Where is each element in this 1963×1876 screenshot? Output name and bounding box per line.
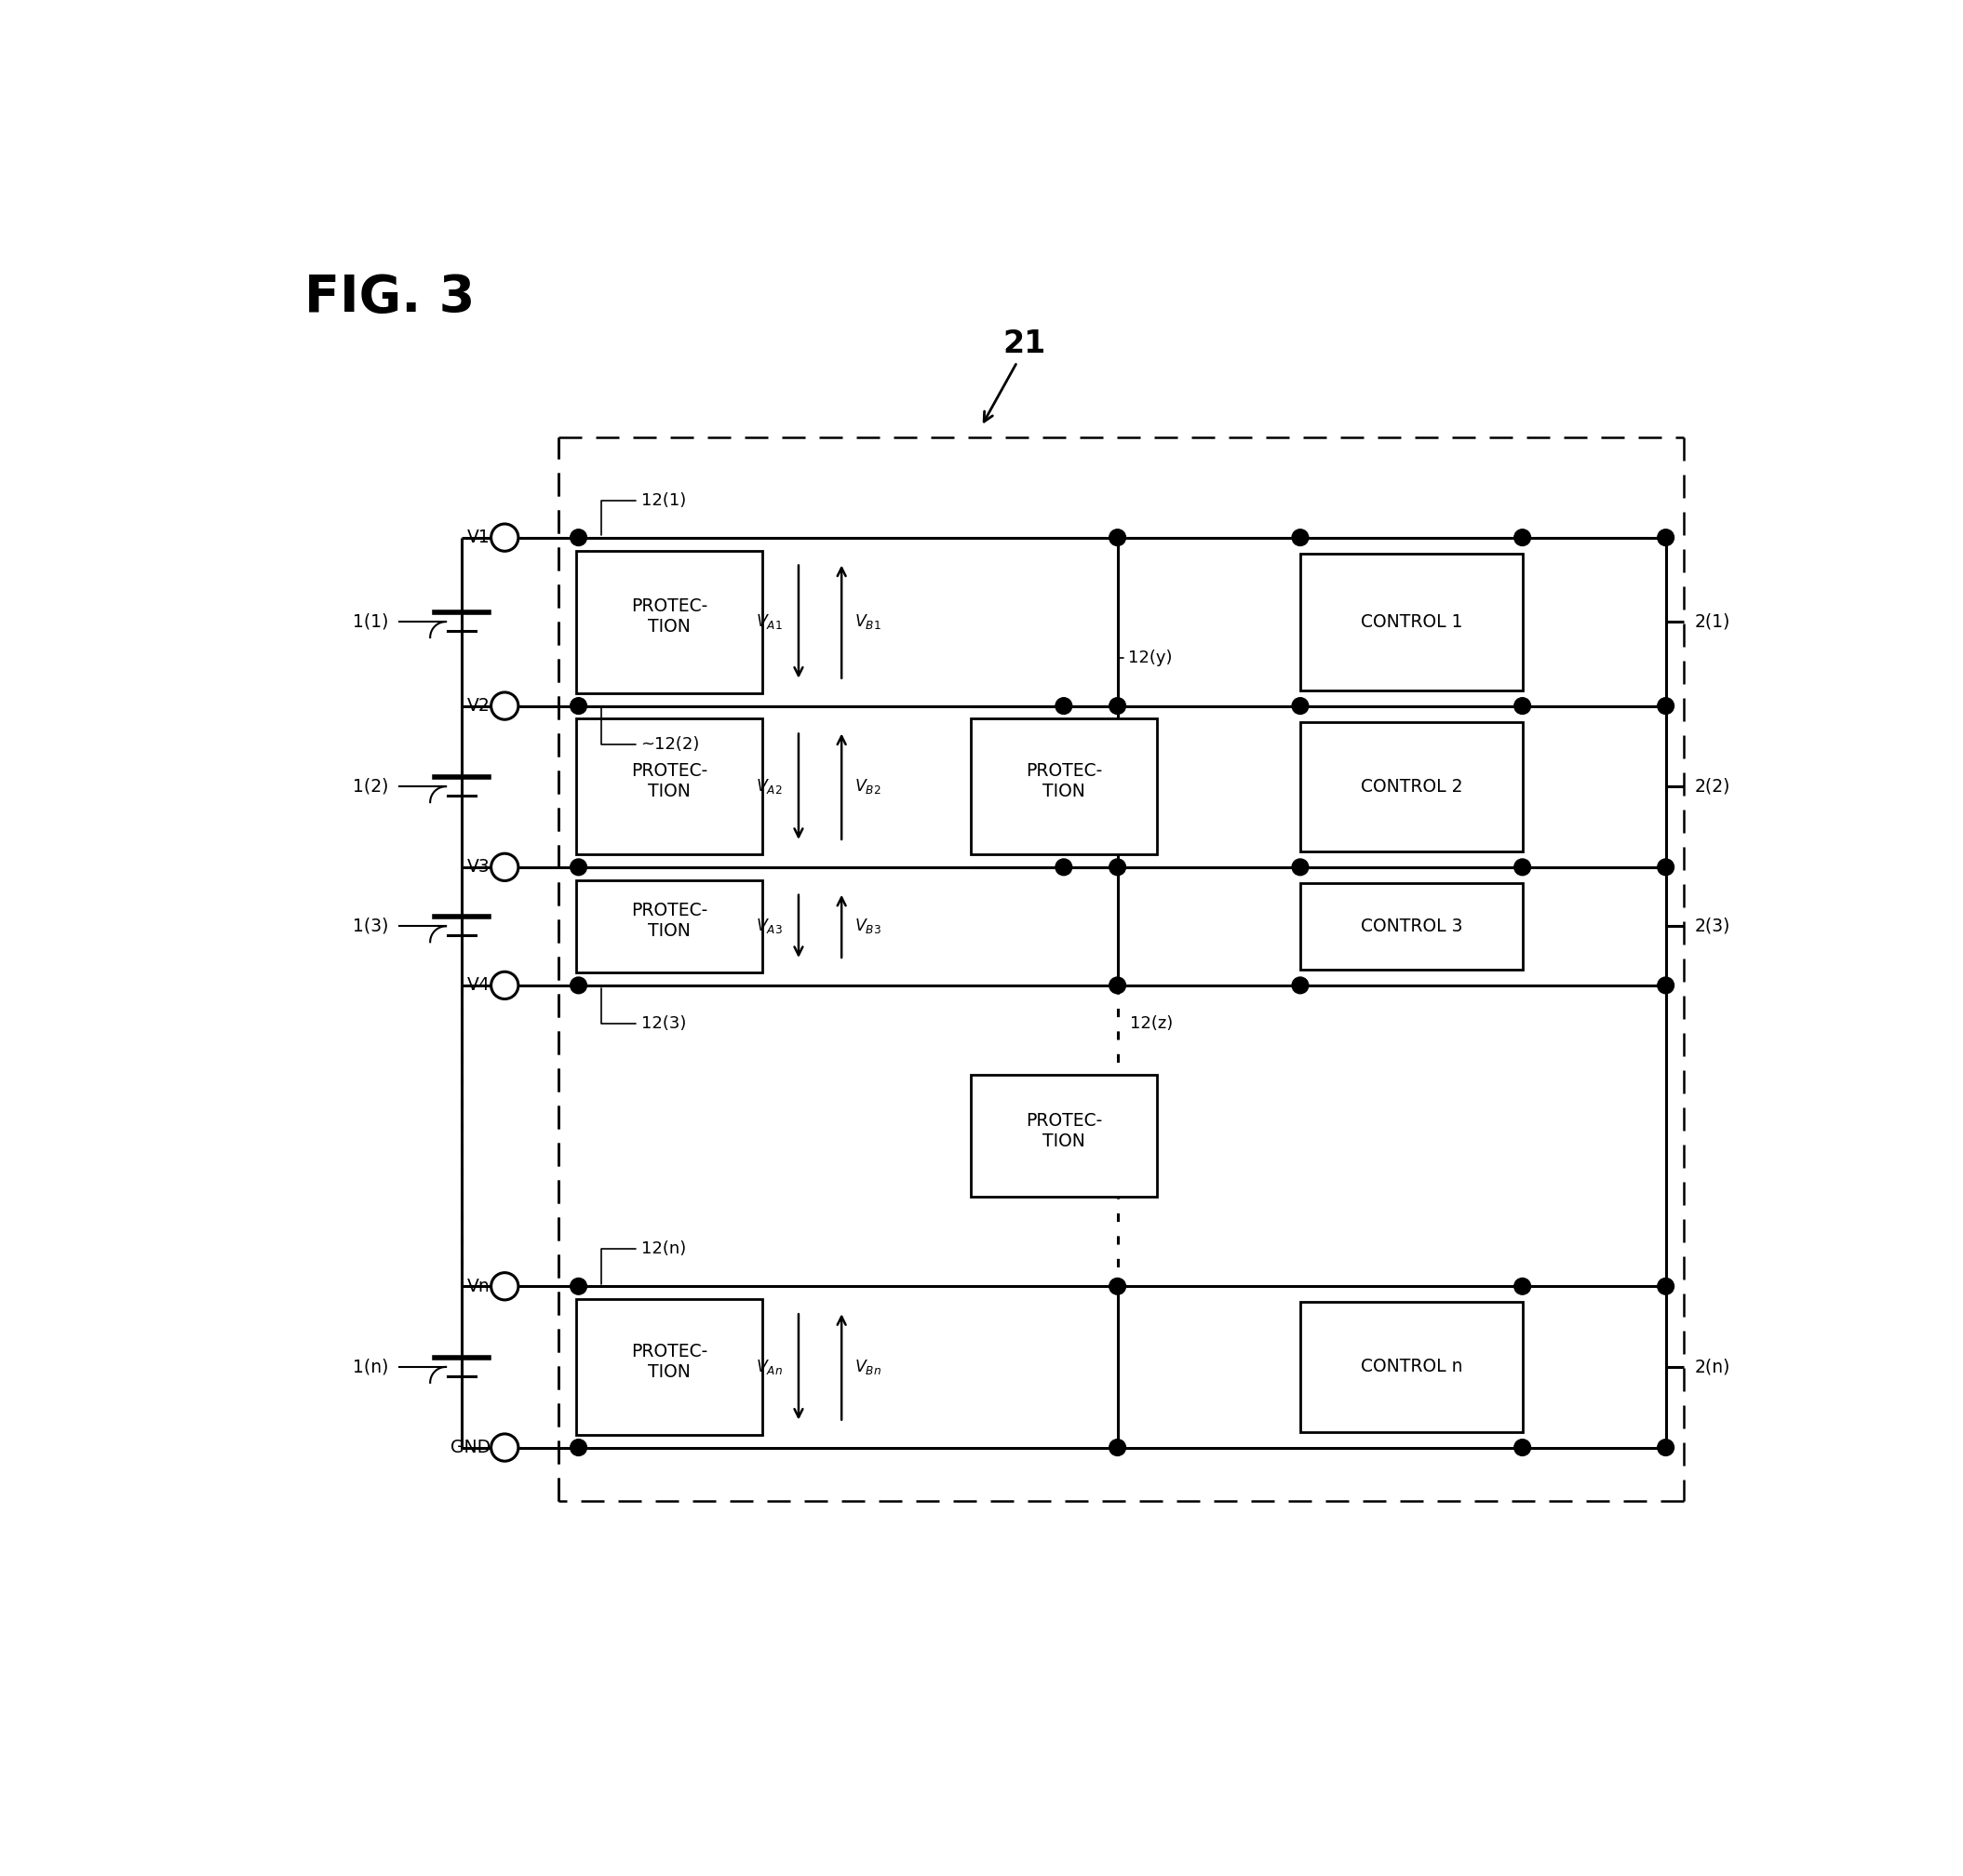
Text: 12(1): 12(1) xyxy=(601,492,685,535)
Text: GND: GND xyxy=(450,1439,491,1456)
Text: V2: V2 xyxy=(467,698,491,715)
Circle shape xyxy=(491,854,518,880)
Bar xyxy=(577,880,764,972)
Text: 1(2): 1(2) xyxy=(353,779,389,795)
Text: V1: V1 xyxy=(467,529,491,546)
Circle shape xyxy=(1657,977,1674,994)
Circle shape xyxy=(571,698,587,715)
Text: $V_{A1}$: $V_{A1}$ xyxy=(756,612,783,630)
Text: $V_{A2}$: $V_{A2}$ xyxy=(756,777,783,795)
Text: 2(1): 2(1) xyxy=(1694,613,1729,630)
Text: 12(3): 12(3) xyxy=(601,989,685,1032)
Circle shape xyxy=(571,859,587,876)
Bar xyxy=(970,719,1156,854)
Circle shape xyxy=(491,1272,518,1300)
Text: 12(n): 12(n) xyxy=(601,1240,685,1283)
Text: $V_{Bn}$: $V_{Bn}$ xyxy=(854,1358,881,1377)
Text: ~12(2): ~12(2) xyxy=(601,709,701,752)
Circle shape xyxy=(571,1278,587,1294)
Circle shape xyxy=(1513,859,1531,876)
Text: FIG. 3: FIG. 3 xyxy=(304,272,475,323)
Bar xyxy=(1300,553,1523,690)
Text: CONTROL 3: CONTROL 3 xyxy=(1360,917,1462,934)
Circle shape xyxy=(1109,977,1125,994)
Circle shape xyxy=(491,523,518,552)
Circle shape xyxy=(1109,859,1125,876)
Circle shape xyxy=(571,1439,587,1456)
Text: 1(1): 1(1) xyxy=(353,613,389,630)
Circle shape xyxy=(1292,859,1309,876)
Circle shape xyxy=(1657,529,1674,546)
Circle shape xyxy=(1513,1439,1531,1456)
Circle shape xyxy=(491,972,518,1000)
Circle shape xyxy=(1292,698,1309,715)
Circle shape xyxy=(1292,529,1309,546)
Bar xyxy=(1300,722,1523,852)
Text: V3: V3 xyxy=(467,859,491,876)
Bar xyxy=(577,1300,764,1435)
Circle shape xyxy=(1109,698,1125,715)
Circle shape xyxy=(1657,859,1674,876)
Text: PROTEC-
TION: PROTEC- TION xyxy=(632,762,709,801)
Circle shape xyxy=(1056,698,1072,715)
Text: PROTEC-
TION: PROTEC- TION xyxy=(1025,762,1101,801)
Text: 21: 21 xyxy=(1003,328,1046,360)
Text: 1(n): 1(n) xyxy=(353,1358,389,1375)
Text: PROTEC-
TION: PROTEC- TION xyxy=(632,598,709,636)
Bar xyxy=(577,550,764,692)
Circle shape xyxy=(571,529,587,546)
Circle shape xyxy=(1513,698,1531,715)
Circle shape xyxy=(1657,698,1674,715)
Text: CONTROL n: CONTROL n xyxy=(1360,1358,1462,1375)
Text: CONTROL 2: CONTROL 2 xyxy=(1360,779,1462,795)
Text: 1(3): 1(3) xyxy=(353,917,389,934)
Text: PROTEC-
TION: PROTEC- TION xyxy=(1025,1112,1101,1150)
Circle shape xyxy=(1109,1278,1125,1294)
Bar xyxy=(970,1075,1156,1197)
Bar xyxy=(1300,884,1523,970)
Text: 12(y): 12(y) xyxy=(1117,649,1172,704)
Circle shape xyxy=(1657,1278,1674,1294)
Bar xyxy=(577,719,764,854)
Text: $V_{A3}$: $V_{A3}$ xyxy=(756,917,783,936)
Circle shape xyxy=(1292,977,1309,994)
Text: PROTEC-
TION: PROTEC- TION xyxy=(632,1343,709,1381)
Circle shape xyxy=(1513,529,1531,546)
Circle shape xyxy=(1657,1439,1674,1456)
Circle shape xyxy=(571,977,587,994)
Bar xyxy=(1300,1302,1523,1431)
Text: 12(z): 12(z) xyxy=(1131,1015,1174,1032)
Text: $V_{An}$: $V_{An}$ xyxy=(756,1358,783,1377)
Circle shape xyxy=(491,1433,518,1461)
Circle shape xyxy=(1109,529,1125,546)
Text: 2(2): 2(2) xyxy=(1694,779,1729,795)
Text: Vn: Vn xyxy=(467,1278,491,1294)
Text: CONTROL 1: CONTROL 1 xyxy=(1360,613,1462,630)
Text: 2(3): 2(3) xyxy=(1694,917,1729,934)
Circle shape xyxy=(1109,1439,1125,1456)
Text: 2(n): 2(n) xyxy=(1694,1358,1729,1375)
Text: $V_{B3}$: $V_{B3}$ xyxy=(854,917,881,936)
Circle shape xyxy=(1513,1278,1531,1294)
Text: V4: V4 xyxy=(467,977,491,994)
Circle shape xyxy=(491,692,518,720)
Text: PROTEC-
TION: PROTEC- TION xyxy=(632,902,709,940)
Text: $V_{B2}$: $V_{B2}$ xyxy=(854,777,881,795)
Circle shape xyxy=(1056,859,1072,876)
Text: $V_{B1}$: $V_{B1}$ xyxy=(854,612,881,630)
